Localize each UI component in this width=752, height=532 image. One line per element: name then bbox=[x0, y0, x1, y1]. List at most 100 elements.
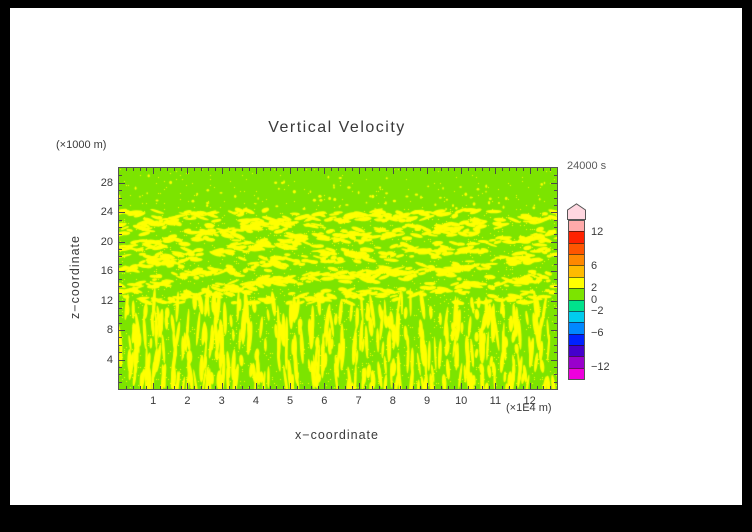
x-tick-label: 6 bbox=[321, 395, 328, 407]
y-major-tick bbox=[551, 330, 557, 332]
colorbar-segment bbox=[569, 221, 584, 232]
y-major-tick bbox=[119, 182, 125, 184]
y-minor-tick bbox=[119, 278, 122, 280]
x-minor-tick bbox=[146, 386, 148, 389]
y-major-tick bbox=[119, 271, 125, 273]
y-tick-label: 4 bbox=[106, 353, 113, 366]
colorbar-tick-label: 6 bbox=[591, 259, 598, 272]
x-minor-tick bbox=[283, 168, 285, 171]
x-minor-tick bbox=[344, 168, 346, 171]
x-minor-tick bbox=[474, 386, 476, 389]
x-minor-tick bbox=[194, 168, 196, 171]
y-tick-label: 16 bbox=[100, 265, 113, 278]
x-minor-tick bbox=[509, 168, 511, 171]
y-minor-tick bbox=[554, 337, 557, 339]
x-minor-tick bbox=[399, 386, 401, 389]
x-tick-label: 8 bbox=[389, 395, 396, 407]
y-minor-tick bbox=[119, 308, 122, 309]
colorbar-segment bbox=[569, 242, 584, 255]
y-minor-tick bbox=[554, 352, 557, 354]
x-minor-tick bbox=[303, 386, 305, 389]
x-major-tick bbox=[529, 168, 531, 174]
x-minor-tick bbox=[413, 386, 415, 389]
x-minor-tick bbox=[365, 168, 367, 171]
x-major-tick bbox=[495, 383, 497, 389]
x-minor-tick bbox=[262, 168, 264, 171]
colorbar-segment bbox=[569, 265, 584, 277]
x-minor-tick bbox=[132, 168, 134, 171]
x-minor-tick bbox=[201, 168, 203, 171]
x-minor-tick bbox=[515, 386, 517, 389]
x-major-tick bbox=[290, 383, 292, 389]
x-minor-tick bbox=[372, 386, 374, 389]
y-minor-tick bbox=[119, 293, 122, 295]
x-minor-tick bbox=[413, 168, 415, 171]
y-major-tick bbox=[551, 241, 557, 243]
x-minor-tick bbox=[338, 168, 339, 171]
y-minor-tick bbox=[554, 293, 557, 295]
x-minor-tick bbox=[242, 168, 244, 171]
x-minor-tick bbox=[249, 168, 250, 171]
x-minor-tick bbox=[502, 386, 504, 389]
x-tick-label: 9 bbox=[423, 395, 431, 407]
y-minor-tick bbox=[554, 285, 557, 287]
x-minor-tick bbox=[385, 386, 387, 389]
colorbar-segment bbox=[569, 310, 584, 323]
x-major-tick bbox=[221, 383, 223, 389]
x-minor-tick bbox=[488, 386, 490, 389]
x-minor-tick bbox=[379, 168, 381, 171]
heatmap-field bbox=[119, 168, 557, 389]
x-tick-label: 11 bbox=[489, 395, 502, 407]
y-minor-tick bbox=[119, 190, 122, 192]
colorbar-segment bbox=[569, 367, 584, 380]
x-minor-tick bbox=[365, 386, 367, 389]
x-minor-tick bbox=[550, 386, 552, 389]
colorbar-segments bbox=[568, 220, 585, 380]
y-minor-tick bbox=[554, 374, 557, 376]
x-major-tick bbox=[392, 383, 394, 389]
x-minor-tick bbox=[481, 386, 483, 389]
y-minor-tick bbox=[119, 344, 122, 346]
x-minor-tick bbox=[166, 386, 168, 389]
plot-area: 1 2 3 4 5 6 7 8 9 10 11 12 4 8 12 16 20 24 28 bbox=[101, 167, 558, 407]
x-minor-tick bbox=[536, 168, 538, 171]
x-minor-tick bbox=[160, 168, 162, 171]
x-minor-tick bbox=[173, 168, 175, 171]
x-minor-tick bbox=[406, 386, 408, 389]
x-tick-label: 12 bbox=[523, 395, 536, 407]
x-minor-tick bbox=[283, 386, 285, 389]
y-major-tick bbox=[119, 330, 125, 332]
y-minor-tick bbox=[119, 263, 122, 265]
x-minor-tick bbox=[160, 386, 162, 389]
y-axis-unit-label: (×1000 m) bbox=[56, 139, 107, 151]
y-minor-tick bbox=[119, 315, 122, 317]
colorbar-segment bbox=[569, 333, 584, 345]
x-minor-tick bbox=[173, 386, 175, 389]
x-minor-tick bbox=[351, 168, 353, 171]
x-major-tick bbox=[358, 168, 360, 174]
y-minor-tick bbox=[554, 226, 557, 228]
y-minor-tick bbox=[119, 366, 122, 368]
x-minor-tick bbox=[317, 168, 319, 171]
y-minor-tick bbox=[554, 263, 557, 265]
x-major-tick bbox=[427, 383, 428, 389]
x-axis-title: x−coordinate bbox=[295, 428, 379, 442]
x-major-tick bbox=[495, 168, 497, 174]
x-minor-tick bbox=[440, 386, 442, 389]
x-minor-tick bbox=[139, 168, 141, 171]
x-minor-tick bbox=[235, 386, 237, 389]
x-minor-tick bbox=[249, 386, 250, 389]
y-tick-label: 24 bbox=[100, 206, 113, 219]
x-minor-tick bbox=[488, 168, 490, 171]
x-minor-tick bbox=[440, 168, 442, 171]
y-minor-tick bbox=[119, 381, 122, 383]
x-minor-tick bbox=[208, 386, 209, 389]
x-minor-tick bbox=[481, 168, 483, 171]
colorbar-tick-label: 0 bbox=[591, 293, 598, 306]
x-major-tick bbox=[324, 168, 326, 174]
y-minor-tick bbox=[119, 256, 122, 258]
y-minor-tick bbox=[119, 219, 122, 221]
x-minor-tick bbox=[276, 386, 278, 389]
y-major-tick bbox=[119, 300, 125, 302]
